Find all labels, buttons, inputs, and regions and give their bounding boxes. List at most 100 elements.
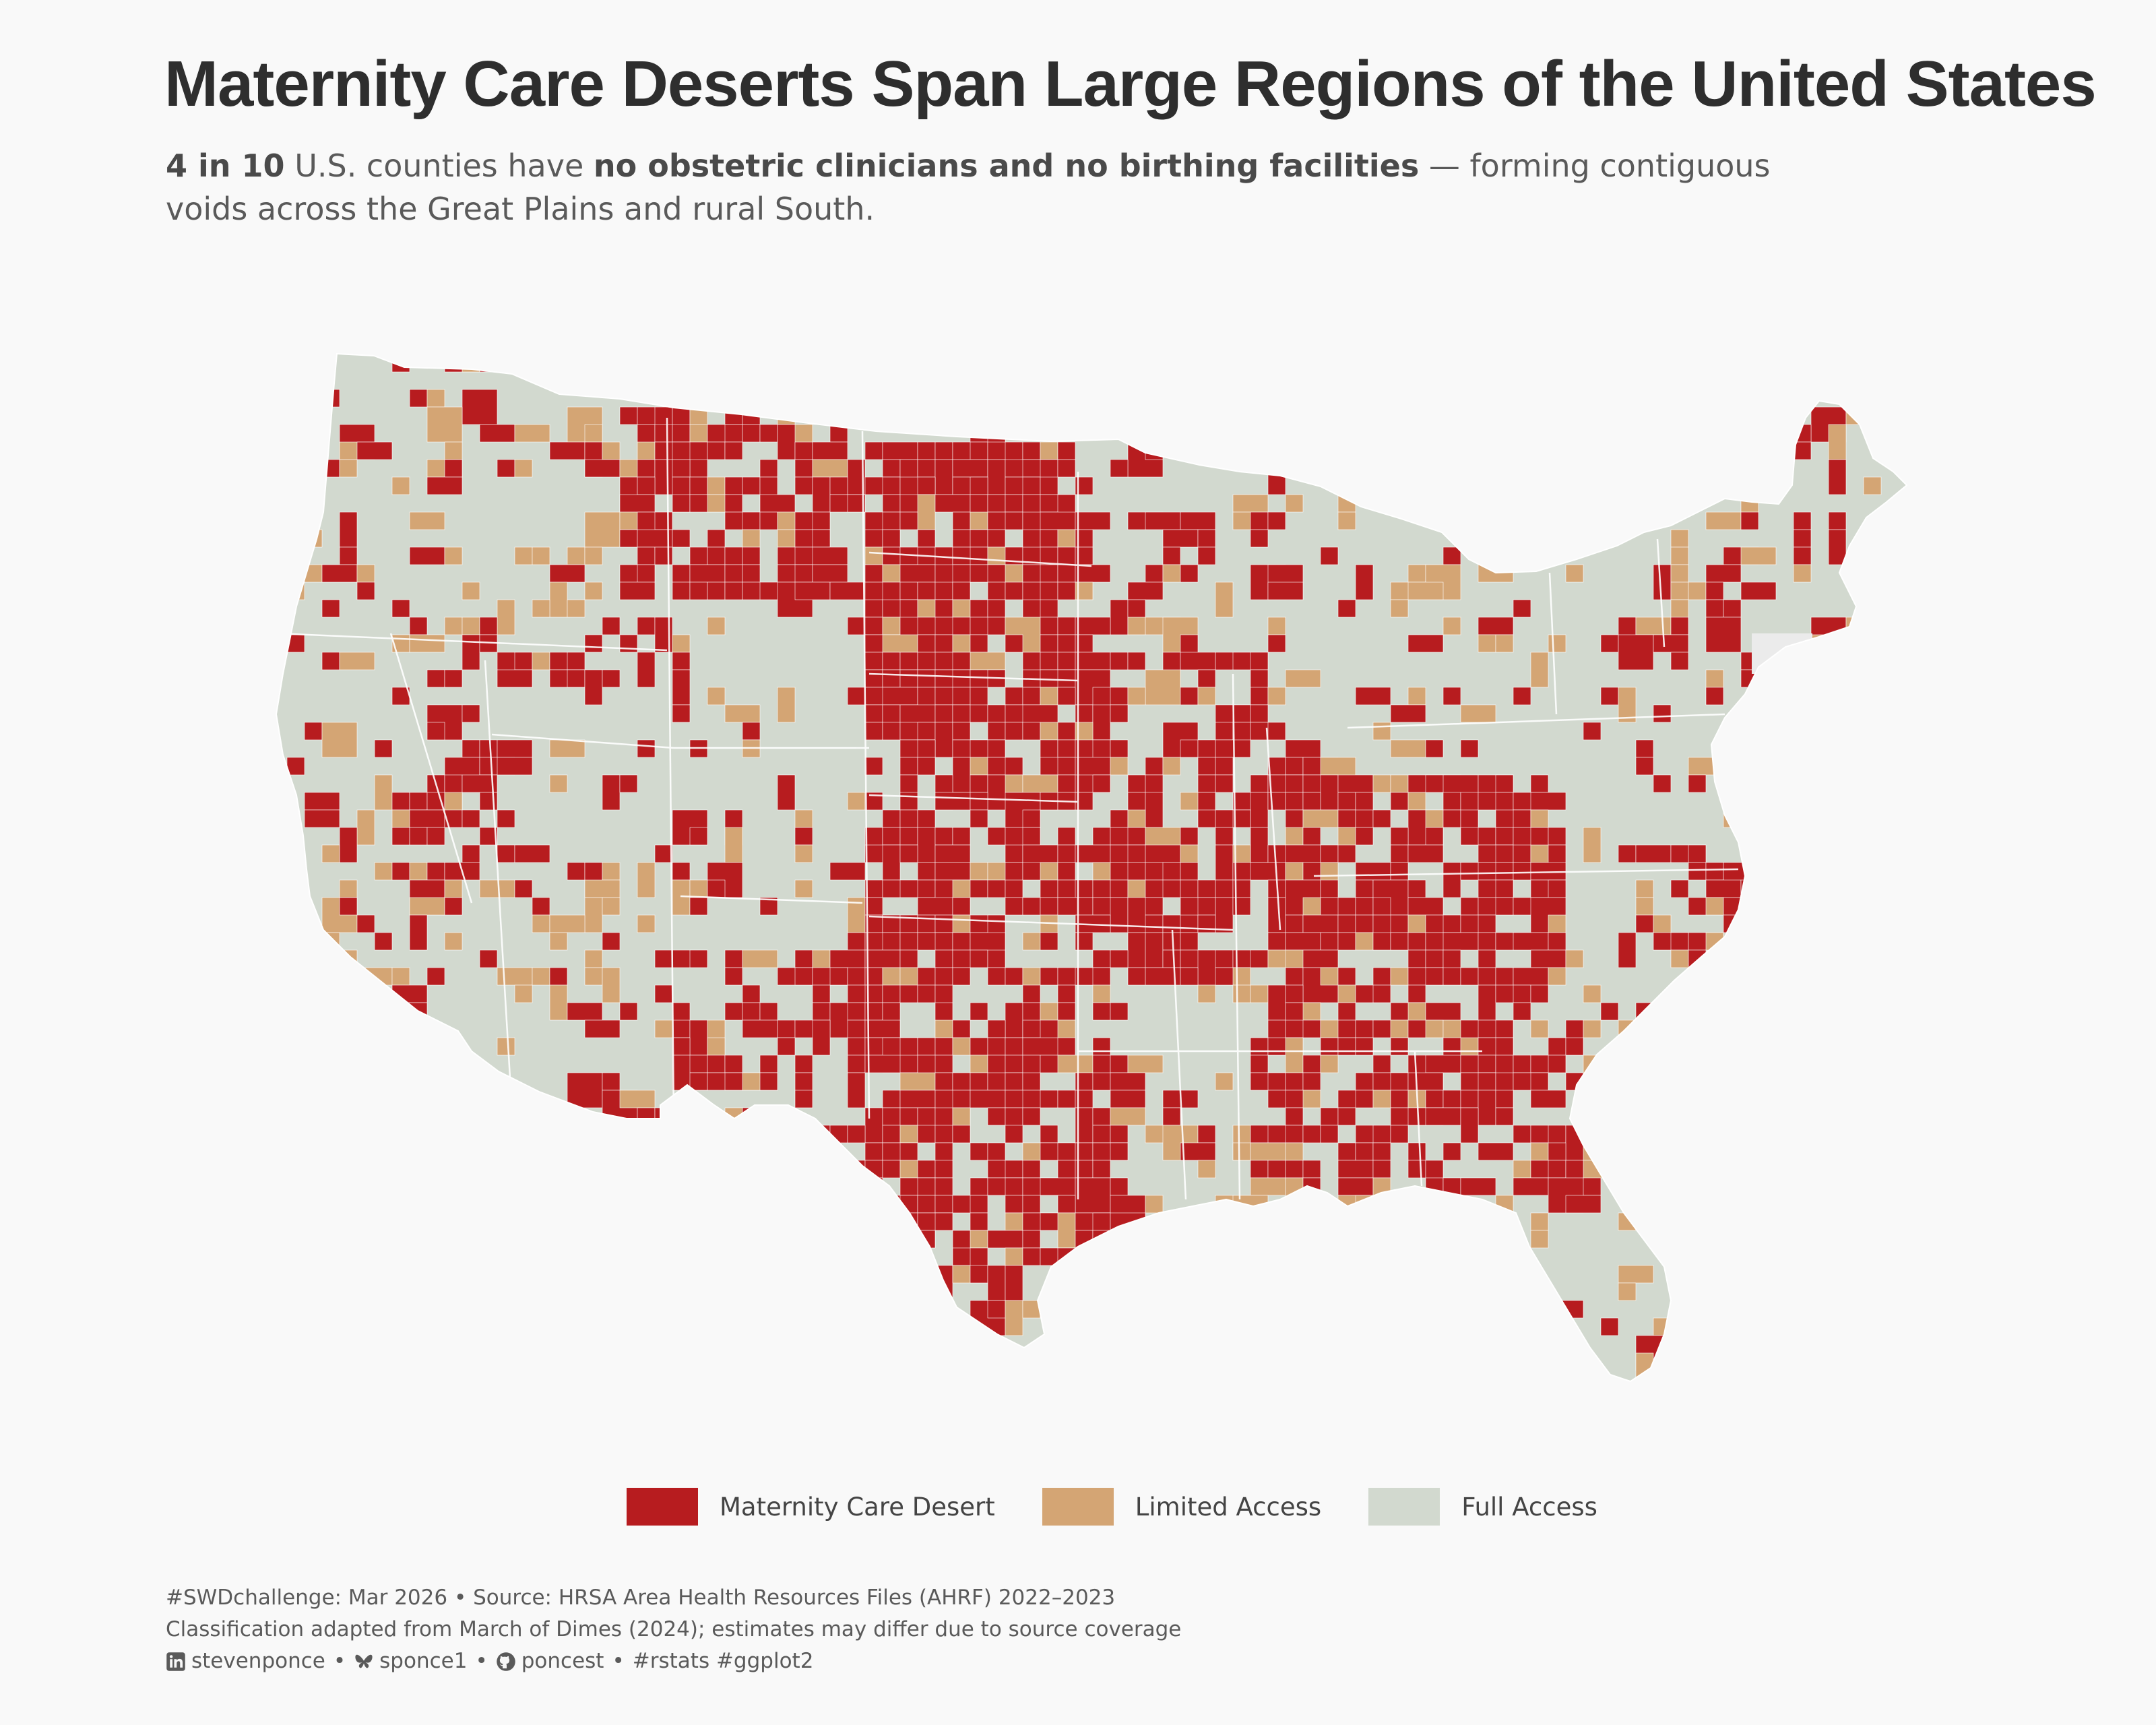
county-desert (426, 792, 445, 811)
county-desert (1110, 949, 1129, 968)
county-limited (829, 1230, 848, 1249)
county-limited (1390, 739, 1426, 758)
county-desert (1232, 1335, 1269, 1354)
county-limited (1863, 757, 1882, 793)
county-desert (1057, 634, 1076, 653)
county-desert (899, 669, 918, 688)
county-limited (1530, 354, 1566, 373)
county-desert (1705, 617, 1742, 653)
county-desert (1880, 897, 1899, 916)
county-desert (1145, 511, 1181, 530)
county-desert (1478, 1090, 1496, 1126)
county-desert (339, 1282, 358, 1301)
county-desert (1880, 774, 1907, 793)
county-desert (759, 459, 778, 478)
county-desert (1390, 1125, 1409, 1143)
county-limited (1740, 441, 1759, 460)
county-limited (934, 1020, 953, 1038)
county-limited (1197, 687, 1216, 705)
county-desert (952, 687, 971, 705)
county-limited (882, 617, 901, 635)
county-desert (1916, 495, 1951, 512)
county-desert (549, 441, 585, 460)
county-limited (1215, 1072, 1234, 1091)
county-limited (1863, 1125, 1882, 1143)
county-limited (304, 1230, 323, 1249)
county-limited (1810, 634, 1829, 653)
county-desert (970, 949, 988, 968)
separator: • (333, 1649, 346, 1673)
county-desert (1057, 1002, 1076, 1021)
county-limited (1057, 1370, 1076, 1381)
county-limited (1040, 1352, 1058, 1371)
county-desert (1110, 809, 1129, 828)
county-desert (672, 669, 691, 705)
county-desert (970, 529, 988, 548)
county-desert (1828, 652, 1864, 688)
county-desert (1250, 949, 1269, 968)
county-desert (1916, 968, 1951, 985)
county-desert (829, 1212, 866, 1249)
county-limited (952, 1265, 971, 1284)
county-desert (987, 582, 1006, 600)
county-desert (1758, 441, 1777, 460)
county-desert (882, 441, 918, 460)
county-desert (812, 1317, 831, 1336)
county-desert (812, 529, 831, 548)
county-limited (1793, 1212, 1812, 1231)
county-desert (1845, 1335, 1882, 1371)
county-desert (864, 757, 883, 776)
county-desert (1513, 862, 1531, 881)
county-desert (654, 949, 673, 968)
county-limited (1793, 564, 1812, 583)
county-desert (1793, 546, 1812, 565)
county-desert (1478, 1230, 1514, 1249)
county-limited (1705, 1195, 1724, 1231)
county-desert (1302, 792, 1321, 811)
county-limited (567, 546, 585, 565)
county-desert (1916, 985, 1934, 1003)
county-desert (1267, 897, 1286, 933)
county-limited (479, 1335, 515, 1354)
county-limited (1548, 967, 1566, 986)
county-desert (1285, 1125, 1304, 1143)
county-desert (1898, 967, 1907, 986)
linkedin-handle[interactable]: stevenponce (191, 1649, 325, 1673)
county-desert (987, 879, 1006, 898)
county-desert (391, 792, 410, 811)
county-desert (374, 739, 393, 758)
county-desert (1215, 897, 1234, 933)
county-desert (1320, 879, 1339, 898)
county-desert (934, 704, 953, 723)
county-desert (934, 1055, 953, 1073)
county-limited (1828, 424, 1847, 460)
county-limited (1775, 844, 1794, 881)
county-desert (1250, 1037, 1269, 1056)
county-limited (426, 406, 463, 443)
county-desert (1407, 1142, 1426, 1161)
county-limited (1688, 757, 1724, 776)
county-desert (987, 1230, 1023, 1249)
county-desert (1828, 1037, 1847, 1056)
github-handle[interactable]: poncest (521, 1649, 604, 1673)
county-desert (304, 809, 340, 828)
county-limited (549, 914, 585, 933)
county-desert (321, 1247, 358, 1266)
county-desert (829, 582, 866, 600)
county-desert (1635, 1125, 1654, 1143)
county-limited (1302, 809, 1339, 828)
county-desert (1180, 827, 1199, 846)
county-desert (882, 529, 901, 548)
county-desert (899, 932, 918, 951)
county-desert (1302, 1125, 1321, 1143)
county-desert (1285, 914, 1304, 933)
county-desert (1057, 669, 1076, 688)
county-desert (1478, 949, 1496, 968)
county-desert (1653, 774, 1672, 793)
county-desert (1845, 984, 1864, 1003)
county-desert (374, 1195, 393, 1214)
county-desert (549, 967, 568, 986)
county-limited (1880, 546, 1899, 565)
bluesky-handle[interactable]: sponce1 (379, 1649, 468, 1673)
county-desert (917, 582, 936, 600)
